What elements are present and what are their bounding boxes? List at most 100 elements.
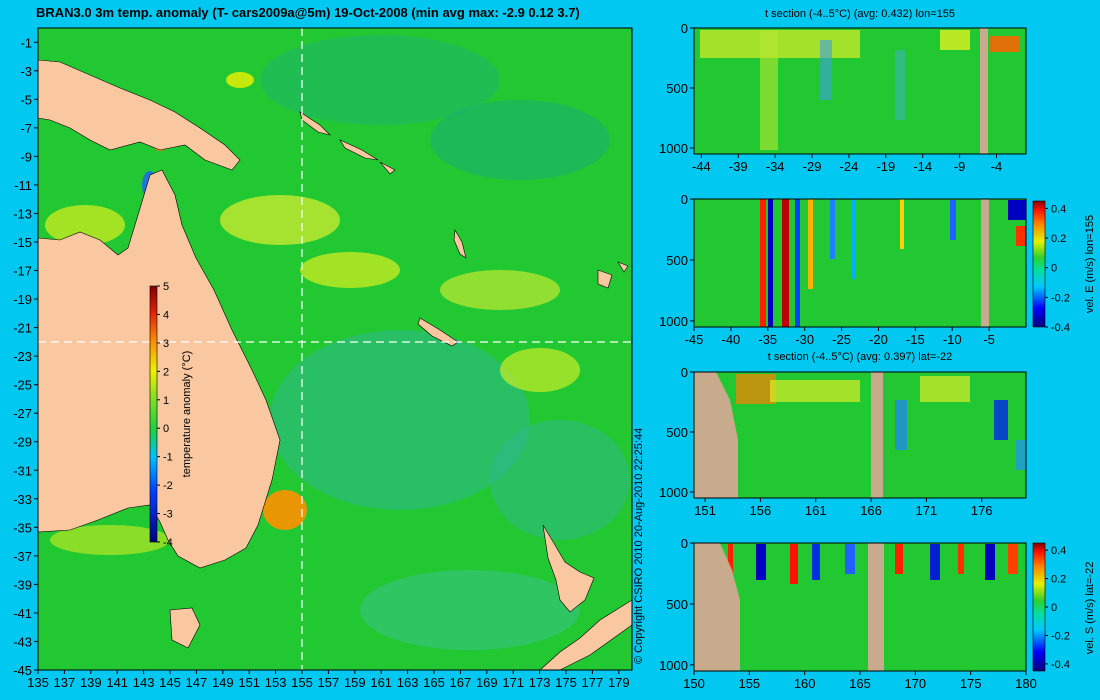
y-tick-label: 1000: [659, 314, 688, 329]
x-tick-label: -10: [943, 332, 962, 347]
y-tick-label: -29: [13, 435, 32, 450]
panel-1-features: [700, 30, 1020, 150]
temp-map: 135 137 139 141 143 145 147 149 151 153 155 157 159 1…: [13, 27, 633, 690]
section-feature: [756, 544, 766, 580]
panel-3-features: [736, 374, 1026, 470]
panel-2-land: [981, 199, 989, 327]
section-feature: [1008, 200, 1026, 220]
y-tick-label: 0: [681, 192, 688, 207]
anomaly-patch: [45, 205, 125, 245]
panel-4-axes: 150 155 160 165 170 175 180 0 500 1000: [659, 536, 1037, 691]
anomaly-patch: [220, 195, 340, 245]
section-feature: [958, 544, 964, 574]
fiji-land: [597, 261, 629, 289]
section-feature: [768, 199, 773, 327]
section-feature: [795, 199, 800, 327]
anomaly-patch: [300, 252, 400, 288]
section-feature: [920, 376, 970, 402]
colorbar-tick-label: 2: [163, 366, 169, 378]
x-tick-label: -24: [840, 159, 859, 174]
section-feature: [1016, 226, 1026, 246]
x-tick-label: 175: [960, 676, 982, 691]
anomaly-patch: [440, 270, 560, 310]
colorbar-tick-label: 0.2: [1051, 233, 1066, 245]
x-tick-label: 156: [750, 503, 772, 518]
x-tick-label: -39: [729, 159, 748, 174]
colorbar-tick-label: 5: [163, 281, 169, 293]
y-tick-label: -15: [13, 235, 32, 250]
colorbar-tick-label: 0: [1051, 263, 1057, 275]
map-axes: 135 137 139 141 143 145 147 149 151 153 155 157 159 1…: [13, 35, 629, 690]
section-feature: [808, 199, 813, 289]
panel-2-frame: [693, 198, 1027, 328]
x-tick-label: 147: [186, 675, 208, 690]
section-feature: [782, 199, 789, 327]
section-panel-3: t section (-4..5°C) (avg: 0.397) lat=-22…: [659, 351, 1027, 518]
section-feature: [994, 400, 1008, 440]
anomaly-patch: [270, 330, 530, 510]
x-tick-label: -44: [692, 159, 711, 174]
y-tick-label: 1000: [659, 141, 688, 156]
x-tick-label: -30: [795, 332, 814, 347]
x-tick-label: 137: [54, 675, 76, 690]
y-tick-label: 0: [681, 365, 688, 380]
x-tick-label: 163: [397, 675, 419, 690]
x-tick-label: 159: [344, 675, 366, 690]
colorbar-tick-label: -1: [163, 452, 173, 464]
panel-1-frame: [693, 27, 1027, 155]
x-tick-label: 171: [502, 675, 524, 690]
x-tick-label: 155: [291, 675, 313, 690]
panel-3-land: [694, 372, 738, 498]
panel-3-frame: [693, 371, 1027, 499]
anomaly-patch: [50, 525, 170, 555]
panel-4-land: [694, 543, 740, 671]
panel-2-colorbar: [1032, 200, 1046, 328]
x-tick-label: 180: [1015, 676, 1037, 691]
x-tick-label: 145: [159, 675, 181, 690]
x-tick-label: 150: [683, 676, 705, 691]
map-frame: [37, 27, 633, 671]
y-tick-label: 500: [666, 81, 688, 96]
anomaly-patch: [430, 100, 610, 180]
section-panel-4: 150 155 160 165 170 175 180 0 500 1000 -0.4 -0.2 0 0…: [659, 536, 1096, 691]
new-caledonia-land: [417, 317, 459, 347]
y-tick-label: 500: [666, 597, 688, 612]
x-tick-label: -14: [913, 159, 932, 174]
section-feature: [895, 544, 903, 574]
x-tick-label: 149: [212, 675, 234, 690]
panel-3-title: t section (-4..5°C) (avg: 0.397) lat=-22: [768, 351, 952, 363]
section-feature: [820, 40, 832, 100]
colorbar-tick-label: -2: [163, 480, 173, 492]
y-tick-label: -5: [20, 92, 32, 107]
y-tick-label: 500: [666, 425, 688, 440]
x-tick-label: -5: [983, 332, 995, 347]
y-tick-label: -45: [13, 663, 32, 678]
colorbar-tick-label: 0.4: [1051, 203, 1066, 215]
x-tick-label: 161: [370, 675, 392, 690]
new-guinea-land: [37, 59, 241, 171]
panel-2-features: [760, 199, 1026, 327]
section-feature: [990, 36, 1020, 52]
y-tick-label: -19: [13, 292, 32, 307]
section-feature: [1016, 440, 1026, 470]
panel-4-colorbar: [1032, 542, 1046, 672]
panel-4-land-strip: [868, 543, 884, 671]
x-tick-label: 161: [805, 503, 827, 518]
x-tick-label: 135: [27, 675, 49, 690]
y-tick-label: -39: [13, 577, 32, 592]
anomaly-patch: [263, 490, 307, 530]
colorbar-tick-label: 3: [163, 338, 169, 350]
x-tick-label: 165: [423, 675, 445, 690]
colorbar-tick-label: 1: [163, 395, 169, 407]
x-tick-label: 139: [80, 675, 102, 690]
section-feature: [770, 380, 860, 402]
panel-3-axes: 151 156 161 166 171 176 0 500 1000: [659, 365, 993, 518]
y-tick-label: -21: [13, 321, 32, 336]
colorbar-tick-label: -0.2: [1051, 630, 1070, 642]
x-tick-label: 165: [849, 676, 871, 691]
x-tick-label: -34: [766, 159, 785, 174]
x-tick-label: 141: [106, 675, 128, 690]
x-tick-label: -29: [803, 159, 822, 174]
map-anomaly-patches: [45, 35, 630, 650]
section-feature: [700, 30, 860, 58]
